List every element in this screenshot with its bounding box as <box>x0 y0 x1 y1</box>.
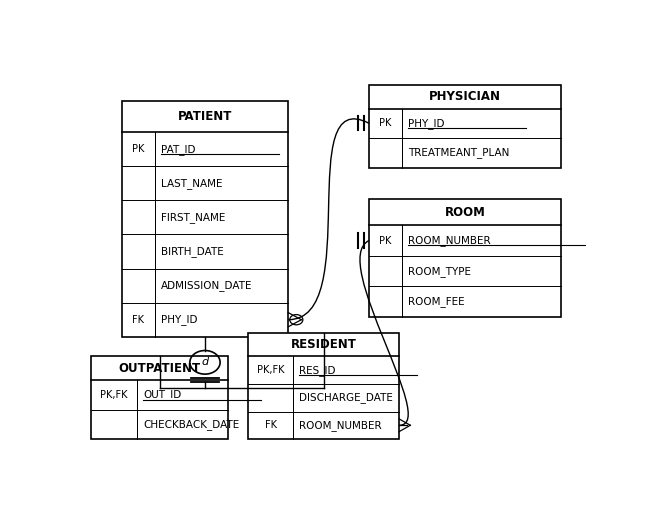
Text: LAST_NAME: LAST_NAME <box>161 178 222 189</box>
Text: BIRTH_DATE: BIRTH_DATE <box>161 246 223 257</box>
Text: FK: FK <box>264 420 277 430</box>
Text: RESIDENT: RESIDENT <box>290 338 357 351</box>
Text: ROOM_NUMBER: ROOM_NUMBER <box>408 235 490 246</box>
Text: PK,FK: PK,FK <box>257 365 284 375</box>
Text: PK: PK <box>132 144 145 154</box>
Text: PK,FK: PK,FK <box>100 390 128 400</box>
Text: FIRST_NAME: FIRST_NAME <box>161 212 225 223</box>
Text: FK: FK <box>132 315 144 324</box>
Text: DISCHARGE_DATE: DISCHARGE_DATE <box>299 392 393 403</box>
Text: OUTPATIENT: OUTPATIENT <box>118 362 201 375</box>
Text: TREATMEANT_PLAN: TREATMEANT_PLAN <box>408 147 509 158</box>
Bar <box>369 199 561 317</box>
Text: PATIENT: PATIENT <box>178 110 232 123</box>
Text: PHYSICIAN: PHYSICIAN <box>429 90 501 103</box>
Text: PAT_ID: PAT_ID <box>161 144 195 155</box>
Bar <box>91 357 228 439</box>
Bar <box>122 101 288 337</box>
Text: PK: PK <box>379 236 391 246</box>
Text: PHY_ID: PHY_ID <box>408 118 444 129</box>
Text: d: d <box>201 357 208 367</box>
Text: OUT_ID: OUT_ID <box>143 389 181 400</box>
Text: ROOM_TYPE: ROOM_TYPE <box>408 266 471 276</box>
Text: ROOM_NUMBER: ROOM_NUMBER <box>299 420 382 431</box>
Bar <box>248 333 399 439</box>
Text: RES_ID: RES_ID <box>299 365 336 376</box>
Text: PHY_ID: PHY_ID <box>161 314 197 325</box>
Text: ROOM: ROOM <box>445 205 485 219</box>
Text: PK: PK <box>379 118 391 128</box>
Text: CHECKBACK_DATE: CHECKBACK_DATE <box>143 419 239 430</box>
Text: ROOM_FEE: ROOM_FEE <box>408 296 464 307</box>
Text: ADMISSION_DATE: ADMISSION_DATE <box>161 280 252 291</box>
Bar <box>369 85 561 168</box>
